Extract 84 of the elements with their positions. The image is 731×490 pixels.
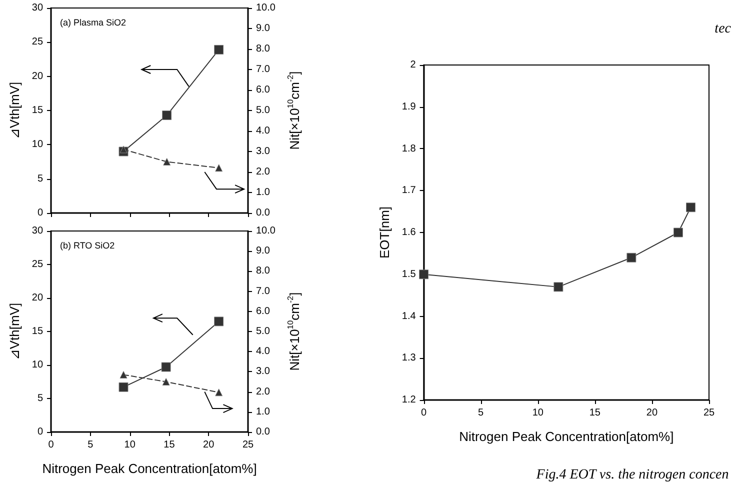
- y2-tick-label: 9.0: [256, 246, 270, 257]
- x-tick-label: 25: [242, 440, 254, 450]
- y-tick-label: 10: [32, 360, 44, 370]
- y2-tick-label: 0.0: [256, 208, 270, 218]
- y2-tick-label: 2.0: [256, 386, 270, 398]
- y2-tick-label: 8.0: [256, 266, 270, 277]
- point: [161, 362, 171, 372]
- y-tick-label: 25: [32, 259, 44, 270]
- y-tick-label: 10: [32, 139, 44, 150]
- point: [214, 44, 224, 54]
- x-tick-label: 10: [532, 408, 544, 418]
- y-tick-label: 15: [32, 105, 44, 116]
- y-tick-label: 20: [32, 70, 44, 82]
- y-tick-label: 5: [37, 393, 44, 404]
- point: [215, 388, 223, 396]
- point: [162, 110, 172, 120]
- point: [120, 370, 128, 378]
- point: [118, 382, 128, 392]
- y2-tick-label: 2.0: [256, 166, 270, 178]
- y-tick-label: 20: [32, 292, 44, 304]
- y2-tick-label: 4.0: [256, 346, 270, 358]
- y2-axis-title: Nit[×1010cm-2]: [286, 71, 302, 150]
- x-tick-label: 25: [703, 408, 715, 418]
- y-tick-label: 1.3: [402, 352, 416, 364]
- y-tick-label: 1.9: [402, 101, 416, 112]
- point: [162, 378, 170, 386]
- point: [214, 316, 224, 326]
- y2-tick-label: 3.0: [256, 366, 270, 378]
- y2-tick-label: 0.0: [256, 426, 270, 438]
- y-tick-label: 25: [32, 36, 44, 48]
- y-axis-title: ⊿Vth[mV]: [7, 302, 22, 360]
- y2-tick-label: 10.0: [256, 2, 276, 14]
- y2-tick-label: 9.0: [256, 23, 270, 34]
- x-tick-label: 10: [124, 440, 136, 450]
- x-tick-label: 20: [203, 440, 215, 450]
- y2-tick-label: 1.0: [256, 187, 270, 198]
- point: [554, 282, 564, 292]
- y-tick-label: 1.5: [402, 268, 416, 280]
- y-tick-label: 1.7: [402, 185, 416, 196]
- point: [120, 146, 128, 154]
- y2-tick-label: 5.0: [256, 326, 270, 337]
- point: [686, 202, 696, 212]
- y2-axis-title: Nit[×1010cm-2]: [286, 292, 302, 371]
- y2-tick-label: 5.0: [256, 105, 270, 116]
- y-tick-label: 30: [32, 226, 44, 236]
- x-tick-label: 0: [48, 440, 54, 450]
- caption: Fig.4 EOT vs. the nitrogen concen: [535, 468, 729, 482]
- y2-tick-label: 7.0: [256, 64, 270, 75]
- y2-tick-label: 3.0: [256, 146, 270, 157]
- y-tick-label: 1.6: [402, 227, 416, 238]
- x-axis-title: Nitrogen Peak Concentration[atom%]: [459, 429, 674, 444]
- y-tick-label: 30: [32, 2, 44, 14]
- y2-tick-label: 4.0: [256, 126, 270, 136]
- x-axis-title: Nitrogen Peak Concentration[atom%]: [42, 461, 257, 476]
- text: tec: [714, 22, 731, 36]
- point: [163, 158, 171, 166]
- y-axis-title: EOT[nm]: [377, 206, 392, 259]
- y-tick-label: 2: [410, 60, 416, 70]
- y2-tick-label: 7.0: [256, 286, 270, 297]
- x-tick-label: 0: [421, 408, 428, 418]
- x-tick-label: 15: [164, 440, 176, 450]
- y-tick-label: 5: [37, 173, 44, 184]
- point: [626, 252, 636, 262]
- x-tick-label: 5: [478, 408, 484, 418]
- y2-tick-label: 8.0: [256, 44, 270, 54]
- text: (b) RTO SiO2: [60, 240, 115, 250]
- y2-tick-label: 1.0: [256, 406, 270, 418]
- y2-tick-label: 6.0: [256, 84, 270, 96]
- point: [673, 228, 683, 238]
- text: (a) Plasma SiO2: [60, 18, 126, 28]
- y2-tick-label: 10.0: [256, 226, 276, 236]
- x-tick-label: 15: [589, 408, 601, 418]
- x-tick-label: 20: [646, 408, 658, 418]
- y-tick-label: 0: [37, 426, 44, 438]
- y-tick-label: 15: [32, 326, 44, 337]
- x-tick-label: 5: [88, 440, 94, 450]
- point: [215, 164, 223, 172]
- y-tick-label: 1.2: [402, 394, 416, 406]
- y-tick-label: 1.4: [402, 310, 416, 322]
- y-axis-title: ⊿Vth[mV]: [7, 82, 22, 140]
- y-tick-label: 0: [37, 208, 44, 218]
- y2-tick-label: 6.0: [256, 306, 270, 317]
- point: [419, 270, 429, 280]
- y-tick-label: 1.8: [402, 143, 416, 154]
